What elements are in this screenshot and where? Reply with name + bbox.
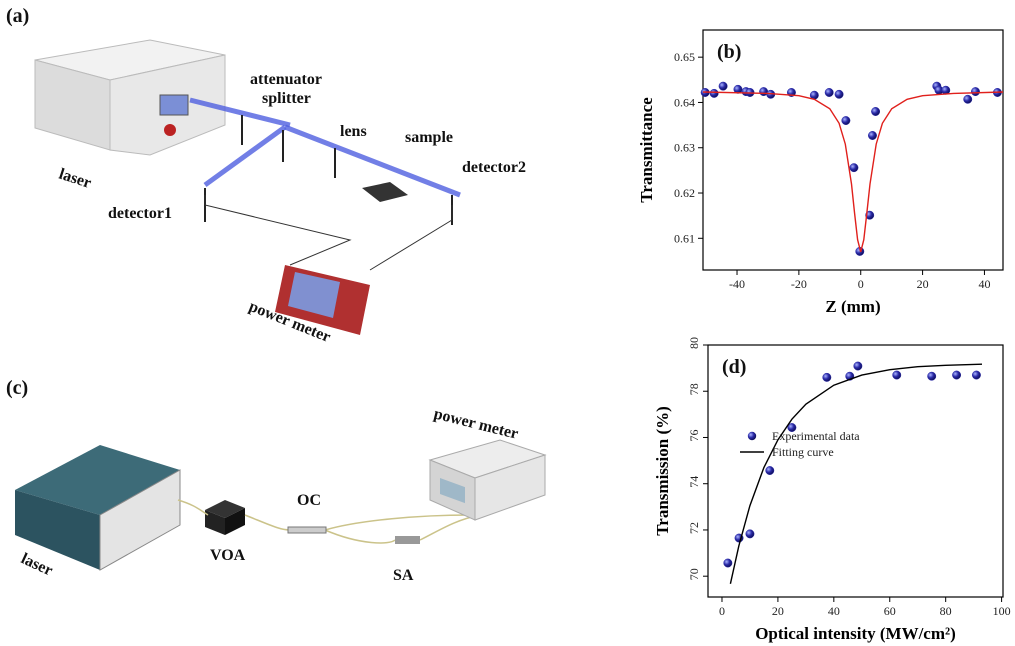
data-point <box>972 371 980 379</box>
x-tick-label: 40 <box>978 277 990 291</box>
x-axis-label: Optical intensity (MW/cm²) <box>755 624 956 643</box>
data-point <box>835 90 843 98</box>
label: detector2 <box>462 159 526 176</box>
panel-label: (d) <box>722 356 746 378</box>
y-tick-label: 72 <box>687 522 701 534</box>
data-point <box>871 107 879 115</box>
y-axis-label: Transmission (%) <box>653 406 672 536</box>
data-point <box>719 82 727 90</box>
legend-marker <box>748 432 756 440</box>
y-tick-label: 74 <box>687 476 701 488</box>
label: SA <box>393 567 414 584</box>
data-point <box>724 559 732 567</box>
data-point <box>927 372 935 380</box>
panel-c <box>15 440 545 570</box>
y-tick-label: 0.63 <box>674 141 695 155</box>
data-point <box>850 163 858 171</box>
x-tick-label: 60 <box>884 604 896 618</box>
x-tick-label: 20 <box>917 277 929 291</box>
panel-label: (c) <box>6 377 28 399</box>
panel-label: (b) <box>717 41 741 63</box>
label: splitter <box>262 90 311 107</box>
label: laser <box>18 550 55 579</box>
x-tick-label: 80 <box>940 604 952 618</box>
label: sample <box>405 129 453 146</box>
label: attenuator <box>250 71 322 88</box>
plot-frame <box>703 30 1003 270</box>
label: OC <box>297 492 321 509</box>
data-point <box>823 373 831 381</box>
x-tick-label: 0 <box>858 277 864 291</box>
y-tick-label: 80 <box>687 337 701 349</box>
y-tick-label: 0.65 <box>674 50 695 64</box>
x-tick-label: -40 <box>729 277 745 291</box>
data-point <box>854 362 862 370</box>
legend-label: Experimental data <box>772 429 860 443</box>
data-point <box>971 87 979 95</box>
legend-label: Fitting curve <box>772 445 834 459</box>
y-tick-label: 78 <box>687 383 701 395</box>
data-point <box>766 466 774 474</box>
data-point <box>746 530 754 538</box>
x-tick-label: 100 <box>993 604 1011 618</box>
label: laser <box>57 166 94 192</box>
x-axis-label: Z (mm) <box>825 297 880 316</box>
label: VOA <box>210 547 246 564</box>
y-tick-label: 70 <box>687 568 701 580</box>
y-tick-label: 76 <box>687 429 701 441</box>
y-tick-label: 0.64 <box>674 95 695 109</box>
data-point <box>710 89 718 97</box>
panel-a <box>35 40 460 335</box>
y-tick-label: 0.61 <box>674 231 695 245</box>
data-point <box>964 95 972 103</box>
x-tick-label: 20 <box>772 604 784 618</box>
data-point <box>842 116 850 124</box>
label: lens <box>340 123 367 140</box>
panel-label: (a) <box>6 5 29 27</box>
x-tick-label: -20 <box>791 277 807 291</box>
x-tick-label: 40 <box>828 604 840 618</box>
data-point <box>825 88 833 96</box>
x-tick-label: 0 <box>719 604 725 618</box>
y-tick-label: 0.62 <box>674 186 695 200</box>
data-point <box>952 371 960 379</box>
label: detector1 <box>108 205 172 222</box>
figure: (a) laser attenuator splitter lens sampl… <box>0 0 1015 646</box>
plot-frame <box>708 345 1003 597</box>
data-point <box>893 371 901 379</box>
label: power meter <box>432 405 520 442</box>
data-point <box>868 131 876 139</box>
y-axis-label: Transmittance <box>637 97 656 203</box>
